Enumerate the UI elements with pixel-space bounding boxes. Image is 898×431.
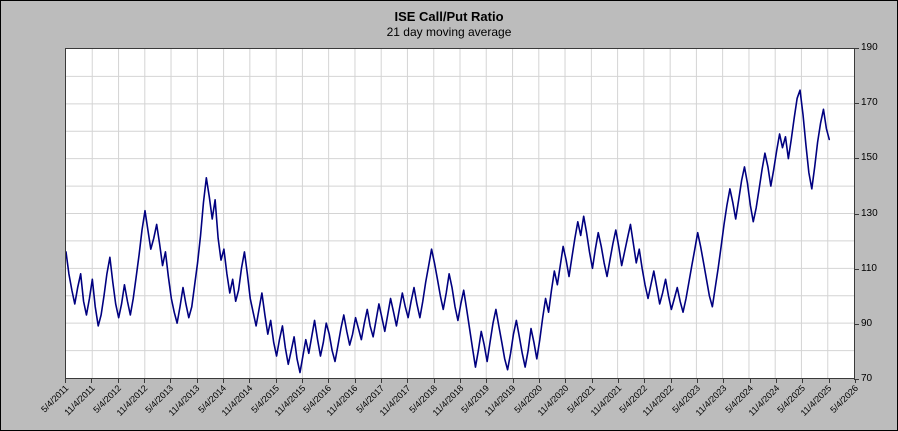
y-tick-label: 90 [861,317,873,329]
y-tick-mark [854,48,859,49]
x-tick-mark [460,379,461,383]
x-tick-mark [802,379,804,383]
y-tick-mark [854,158,859,160]
line-chart-svg [66,49,854,378]
x-tick-mark [591,379,593,383]
x-tick-mark [65,379,66,383]
x-tick-mark [670,379,672,383]
x-tick-mark [433,379,435,383]
y-tick-label: 150 [861,152,878,164]
gridlines [66,49,854,378]
x-tick-mark [407,379,409,383]
x-tick-mark [170,379,172,383]
plot-area [65,48,855,379]
chart-title: ISE Call/Put Ratio [394,9,504,24]
y-tick-mark [854,103,859,105]
chart-subtitle: 21 day moving average [386,25,512,39]
x-tick-mark [223,379,224,383]
x-tick-mark [117,379,119,383]
y-tick-mark [854,268,859,270]
series-line [66,89,831,374]
x-tick-mark [776,379,777,383]
x-tick-mark [302,379,303,383]
x-tick-mark [618,379,619,383]
x-tick-mark [144,379,145,383]
x-tick-mark [828,379,830,383]
x-tick-mark [723,379,725,383]
x-tick-mark [855,379,856,383]
x-tick-mark [381,379,382,383]
y-tick-label: 110 [861,262,877,274]
x-tick-mark [249,379,251,383]
x-tick-label: 5/4/2026 [828,383,861,415]
y-tick-label: 170 [861,97,878,109]
x-tick-mark [354,379,356,383]
y-tick-mark [854,323,859,325]
x-tick-mark [91,379,93,383]
y-tick-mark [854,379,859,380]
x-tick-mark [486,379,488,383]
y-tick-mark [854,213,859,215]
x-tick-mark [749,379,751,383]
x-tick-mark [565,379,567,383]
y-tick-label: 130 [861,207,878,219]
x-tick-mark [644,379,646,383]
x-tick-mark [539,379,540,383]
y-tick-label: 190 [861,42,878,53]
x-tick-mark [512,379,514,383]
y-tick-label: 70 [861,373,873,384]
x-tick-mark [328,379,330,383]
x-tick-mark [697,379,698,383]
x-tick-mark [275,379,277,383]
x-tick-mark [196,379,198,383]
